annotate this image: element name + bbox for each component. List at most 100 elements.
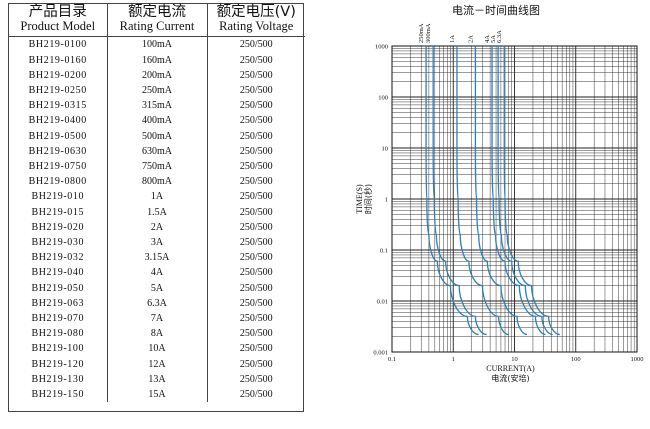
table-row: BH219-120 12A 250/500 [9, 356, 305, 372]
cell-voltage: 250/500 [206, 356, 305, 372]
cell-model: BH219-040 [31, 267, 85, 279]
cell-current: 160mA [106, 52, 207, 68]
cell-voltage: 250/500 [206, 371, 305, 388]
cell-model: BH219-032 [31, 252, 85, 264]
chart-curves [425, 45, 560, 336]
header-rating-voltage: 额定电压(V) Rating Voltage [206, 4, 305, 38]
cell-voltage: 250/500 [206, 341, 305, 357]
series-label: 1A [449, 35, 456, 43]
table-row: BH219-0500 500mA 250/500 [9, 128, 305, 144]
table-row: BH219-063 6.3A 250/500 [9, 295, 305, 311]
cell-model: BH219-0250 [28, 84, 87, 96]
table-body: BH219-0100 100mA 250/500 BH219-0160 160mA 250… [9, 36, 305, 403]
table-row: BH219-0400 400mA 250/500 [9, 113, 305, 129]
y-tick-label: 0.01 [377, 299, 388, 306]
time-current-chart: 250mA 300mA 1A 2A 4A 5A 6.3A 0.1 1 10 100 1000 0.001… [355, 23, 644, 383]
cell-current: 1A [106, 189, 207, 205]
table-row: BH219-030 3A 250/500 [9, 234, 305, 251]
cell-voltage: 250/500 [206, 113, 305, 129]
curve-5a [497, 46, 553, 336]
chart-grid [391, 45, 638, 353]
cell-model: BH219-100 [31, 343, 85, 355]
series-label: 6.3A [496, 30, 503, 43]
y-tick-label: 0.1 [380, 248, 388, 255]
cell-model: BH219-0100 [28, 39, 87, 51]
cell-voltage: 250/500 [206, 98, 305, 114]
table-row: BH219-050 5A 250/500 [9, 280, 305, 296]
cell-model: BH219-0800 [28, 176, 87, 188]
curve-300ma [432, 46, 487, 336]
y-axis-label-cn: 时间(秒) [363, 184, 373, 214]
curve-250ma [425, 46, 479, 336]
header-rating-current: 额定电流 Rating Current [106, 4, 207, 38]
cell-current: 500mA [106, 128, 207, 144]
cell-model: BH219-030 [31, 236, 85, 248]
header-en: Rating Voltage [219, 19, 294, 34]
cell-current: 1.5A [106, 204, 207, 220]
table-row: BH219-0200 200mA 250/500 [9, 67, 305, 83]
cell-current: 3A [106, 234, 207, 251]
cell-model: BH219-080 [31, 328, 85, 340]
header-en: Product Model [20, 19, 96, 34]
y-tick-label: 10 [382, 146, 389, 153]
cell-current: 8A [106, 326, 207, 342]
cell-model: BH219-050 [31, 282, 85, 294]
header-en: Rating Current [119, 19, 195, 34]
cell-current: 400mA [106, 113, 207, 129]
cell-current: 12A [106, 356, 207, 372]
header-cn: 额定电流 [128, 4, 186, 20]
cell-voltage: 250/500 [206, 387, 305, 403]
spec-table: 产品目录 Product Model 额定电流 Rating Current 额… [8, 3, 305, 412]
table-row: BH219-0160 160mA 250/500 [9, 52, 305, 68]
table-row: BH219-040 4A 250/500 [9, 265, 305, 281]
cell-current: 630mA [106, 143, 207, 159]
cell-voltage: 250/500 [206, 189, 305, 205]
table-row: BH219-0630 630mA 250/500 [9, 143, 305, 159]
table-row: BH219-070 7A 250/500 [9, 311, 305, 327]
cell-current: 4A [106, 265, 207, 281]
cell-model: BH219-150 [31, 389, 85, 401]
cell-voltage: 250/500 [206, 265, 305, 281]
table-row: BH219-080 8A 250/500 [9, 326, 305, 342]
cell-current: 7A [106, 311, 207, 327]
table-row: BH219-032 3.15A 250/500 [9, 250, 305, 266]
cell-model: BH219-0200 [28, 69, 87, 81]
cell-voltage: 250/500 [206, 250, 305, 266]
table-row: BH219-0800 800mA 250/500 [9, 174, 305, 190]
plot-border [391, 45, 638, 353]
y-tick-label: 1000 [375, 44, 388, 51]
x-tick-label: 1000 [631, 356, 644, 363]
cell-model: BH219-020 [31, 221, 85, 233]
cell-model: BH219-0630 [28, 145, 87, 157]
header-cn: 产品目录 [28, 4, 87, 20]
table-row: BH219-100 10A 250/500 [9, 341, 305, 357]
cell-voltage: 250/500 [206, 67, 305, 83]
curve-6-3a [503, 45, 560, 336]
cell-model: BH219-0160 [28, 54, 87, 66]
cell-model: BH219-0750 [28, 160, 87, 172]
cell-voltage: 250/500 [206, 52, 305, 68]
header-cn: 额定电压(V) [216, 4, 296, 20]
cell-current: 10A [106, 341, 207, 357]
cell-model: BH219-015 [31, 206, 85, 218]
cell-model: BH219-063 [31, 297, 85, 309]
y-tick-label: 1 [385, 197, 388, 204]
table-row: BH219-0750 750mA 250/500 [9, 158, 305, 175]
cell-voltage: 250/500 [206, 36, 305, 53]
series-label: 300mA [425, 23, 432, 43]
table-row: BH219-0250 250mA 250/500 [9, 82, 305, 99]
cell-current: 315mA [106, 98, 207, 114]
cell-current: 15A [106, 387, 207, 403]
table-row: BH219-010 1A 250/500 [9, 189, 305, 205]
cell-current: 100mA [106, 36, 207, 53]
curve-4a [491, 46, 546, 336]
x-tick-label: 100 [571, 356, 581, 363]
cell-current: 3.15A [106, 250, 207, 266]
cell-voltage: 250/500 [206, 204, 305, 220]
table-row: BH219-015 1.5A 250/500 [9, 204, 305, 220]
x-tick-label: 10 [511, 356, 518, 363]
cell-model: BH219-010 [31, 191, 85, 203]
curve-2a [474, 46, 528, 336]
cell-current: 6.3A [106, 295, 207, 311]
series-label: 4A [484, 35, 491, 43]
